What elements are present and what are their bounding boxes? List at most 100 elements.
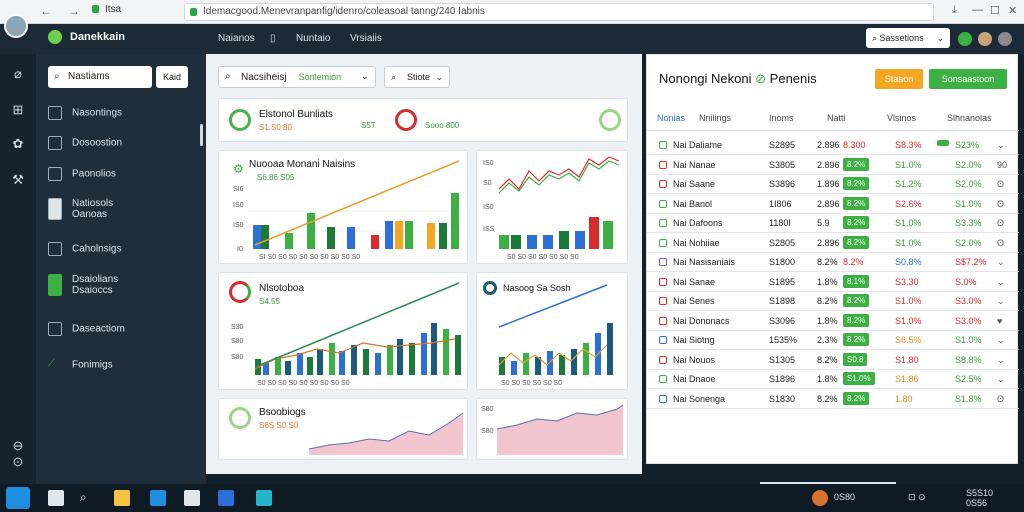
col-header[interactable]: Nonias — [657, 113, 686, 123]
nav-item-2[interactable]: Nuntaio — [296, 33, 331, 44]
row-action[interactable]: ⌄ — [997, 374, 1005, 384]
maximize-button[interactable]: ☐ — [990, 5, 1000, 17]
row-action[interactable]: ʘ — [997, 218, 1005, 228]
row-action[interactable]: ⌄ — [997, 354, 1005, 365]
card5-value: S6S S0 S0 — [259, 421, 299, 430]
chart-card-3: Nlsotoboa S4.55 S30 S80 S80 S0 S0 S0 S0 S0… — [218, 272, 468, 390]
table-row[interactable]: Nai Siotng 1535% 2.3% 8.2% S6.5% S1.0% ⌄ — [647, 330, 1019, 350]
table-row[interactable]: Nai Nanae S3805 2.896 8.2% S1.0% S2.0% 90 — [647, 155, 1019, 175]
nav-item-1[interactable]: Naianos — [218, 33, 255, 44]
row-code: Nai — [673, 237, 687, 248]
sidebar-item[interactable]: Nasontings — [48, 106, 122, 120]
row-action[interactable]: ʘ — [997, 179, 1005, 189]
row-action[interactable]: ʘ — [997, 393, 1005, 404]
brand-logo[interactable]: Danekkain — [48, 30, 125, 44]
tray-icons[interactable]: ⊡ ⊙ — [908, 492, 926, 502]
download-icon[interactable]: ⤓ — [952, 4, 957, 16]
user-avatar[interactable] — [978, 32, 992, 46]
table-row[interactable]: Nai Daliame S2895 2.896 8.300 S8.3% S23% ⌄ — [647, 135, 1019, 155]
col-header[interactable]: Slhnanolas — [947, 113, 992, 123]
green-action-button[interactable]: Sonsaastoon — [929, 69, 1007, 89]
filter-select[interactable]: ⌕ Stiote ⌄ — [384, 66, 450, 88]
table-row[interactable]: Nai Sonenga S1830 8.2% 8.2% 1.80 S1.8% ʘ — [647, 389, 1019, 409]
sidebar-scrollbar[interactable] — [200, 124, 203, 146]
pill-icon[interactable]: ⌀ — [14, 66, 22, 81]
edge-icon[interactable] — [218, 490, 234, 506]
row-code: Nai — [673, 296, 687, 306]
row-action[interactable]: ⌄ — [997, 276, 1005, 287]
orange-button[interactable]: Staaon — [875, 69, 923, 89]
palette-icon[interactable]: ✿ — [12, 136, 24, 151]
table-row[interactable]: Nai Dononacs S3096 1.8% 8.2% S1.0% S3.0% ♥ — [647, 311, 1019, 331]
main-search[interactable]: ⌕ Nacsiheisj Sonlemion ⌄ — [218, 66, 376, 88]
row-action[interactable]: 90 — [997, 159, 1008, 170]
nav-square-icon[interactable]: ▯ — [270, 33, 276, 44]
app-icon[interactable] — [256, 490, 272, 506]
minimize-button[interactable]: — — [972, 4, 983, 16]
section-select[interactable]: ⌕ Sassetions ⌄ — [866, 28, 950, 48]
table-row[interactable]: Nai Dnaoe S1896 1.8% S1.0% S1.86 S2.5% ⌄ — [647, 369, 1019, 389]
clock[interactable]: S5S10 0S56 — [966, 488, 994, 508]
table-row[interactable]: Nai Nasisaniais S1800 8.2% 8.2% S0.8% S$7.2% ⌄ — [647, 252, 1019, 272]
row-action[interactable]: ♥ — [997, 315, 1003, 326]
col-header[interactable]: Vlsinos — [887, 113, 917, 123]
account-avatar[interactable] — [998, 32, 1012, 46]
status-icon[interactable] — [958, 32, 972, 46]
row-action[interactable]: ⌄ — [997, 296, 1005, 306]
app-icon[interactable] — [184, 490, 200, 506]
tool-icon[interactable]: ⚒ — [12, 172, 24, 187]
close-button[interactable]: ✕ — [1008, 5, 1018, 17]
filter-label: Stiote — [407, 72, 431, 82]
table-row[interactable]: Nai Sanae S1895 1.8% 8.1% S3.30 S.0% ⌄ — [647, 272, 1019, 292]
table-row[interactable]: Nai Nohiiae S2805 2.896 8.2% S1.0% S2.0% ʘ — [647, 233, 1019, 253]
row-action[interactable]: ⌄ — [997, 140, 1005, 150]
row-last: S23% — [955, 140, 980, 150]
info-icon[interactable]: ⊙ — [12, 454, 24, 469]
col-header[interactable]: Nnilings — [699, 113, 732, 123]
row-action[interactable]: ʘ — [997, 237, 1005, 248]
window-icon[interactable] — [48, 490, 64, 506]
row-action[interactable]: ʘ — [997, 198, 1005, 209]
start-button[interactable] — [6, 487, 30, 509]
svg-text:IS0: IS0 — [233, 222, 244, 229]
link-icon[interactable]: ⊖ — [12, 438, 24, 453]
sidebar-search[interactable]: ⌕ Nastiams — [48, 66, 152, 88]
address-bar[interactable]: Idemacgood.Menevranpanfig/idenro/coleaso… — [184, 3, 934, 21]
sidebar-item[interactable]: Daseactiom — [48, 322, 125, 336]
table-row[interactable]: Nai Senes S1898 8.2% 8.2% S1.0% S3.0% ⌄ — [647, 291, 1019, 311]
search-icon: ⌕ — [54, 71, 60, 82]
row-action[interactable]: ⌄ — [997, 257, 1005, 267]
col-header[interactable]: Natti — [827, 113, 846, 123]
table-row[interactable]: Nai Saane S3896 1.896 8.2% S1.2% S2.0% ʘ — [647, 174, 1019, 194]
sidebar-item[interactable]: Natiosols Oanoas — [48, 198, 113, 220]
sidebar-item[interactable]: Dsaiolians Dsaioccs — [48, 274, 118, 296]
nav-item-3[interactable]: Vrsiaiis — [350, 33, 382, 44]
row-change: 8.2% — [843, 257, 864, 267]
back-button[interactable]: ← — [40, 4, 52, 18]
table-row[interactable]: Nai Nouos S1305 8.2% S0.8 S1.80 S8.8% ⌄ — [647, 350, 1019, 370]
row-action[interactable]: ⌄ — [997, 335, 1005, 345]
svg-text:SI6: SI6 — [233, 186, 244, 193]
row-icon — [659, 141, 667, 149]
sidebar-item[interactable]: Caholnsigs — [48, 242, 121, 256]
notification-icon[interactable] — [812, 490, 828, 506]
table-row[interactable]: Nai Dafoons 1180I 5.9 8.2% S1.0% S3.3% ʘ — [647, 213, 1019, 233]
row-name: Nohiiae — [689, 237, 720, 248]
sidebar-search-button[interactable]: Kaid — [156, 66, 188, 88]
browser-tab[interactable]: Itsa — [92, 4, 172, 20]
table-row[interactable]: Nai Banol 1I806 2.896 8.2% S2.6% S1.0% ʘ — [647, 194, 1019, 214]
row-icon — [659, 258, 667, 266]
row-name: Sonenga — [689, 393, 726, 404]
grid-icon[interactable]: ⊞ — [12, 102, 24, 117]
row-name: Daliame — [689, 140, 723, 150]
profile-avatar[interactable] — [4, 14, 28, 38]
sidebar-item[interactable]: Paonolios — [48, 167, 116, 181]
folder-icon[interactable] — [114, 490, 130, 506]
col-header[interactable]: Inoms — [769, 113, 794, 123]
sidebar-item[interactable]: Dosoostion — [48, 136, 122, 150]
store-icon[interactable] — [150, 490, 166, 506]
search-icon[interactable]: ⌕ — [80, 490, 87, 504]
row-code: Nai — [673, 276, 687, 287]
forward-button[interactable]: → — [68, 4, 80, 18]
sidebar-item[interactable]: ⟋ Fonimigs — [48, 358, 113, 372]
